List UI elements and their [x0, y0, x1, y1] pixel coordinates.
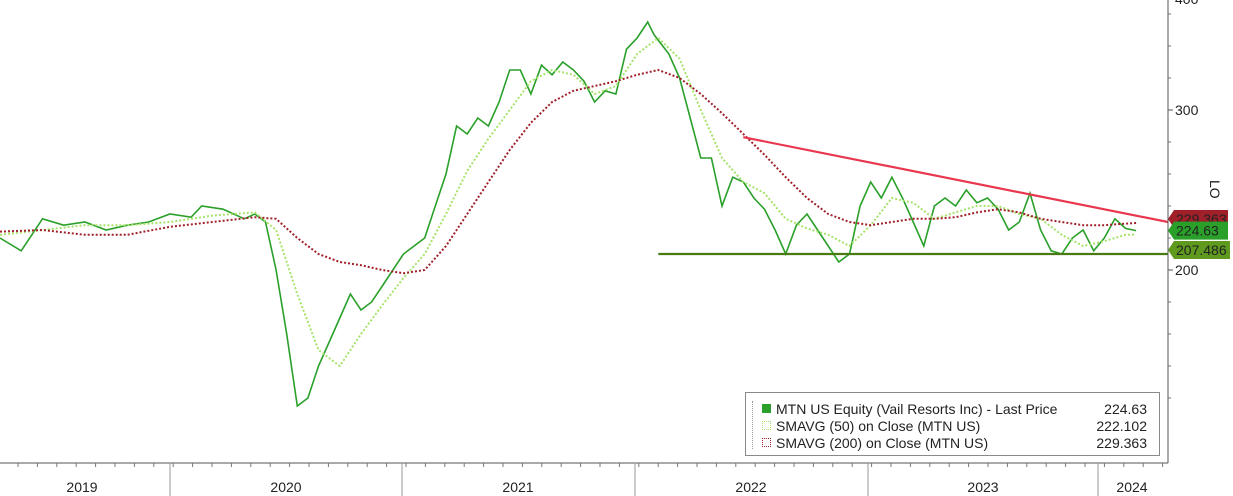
plot-area — [0, 20, 1169, 408]
series-last-price-line — [0, 20, 1137, 408]
support-price-tag: 207.486 — [1168, 241, 1230, 259]
price-tag: 224.63 — [1168, 221, 1228, 240]
legend-label-last-price: MTN US Equity (Vail Resorts Inc) - Last … — [776, 401, 1058, 417]
y-tick-label: 200 — [1175, 262, 1199, 278]
series-sma50-line — [0, 36, 1137, 368]
legend-swatch-sma50 — [762, 421, 771, 430]
svg-text:207.486: 207.486 — [1176, 242, 1227, 258]
legend-row-sma50: SMAVG (50) on Close (MTN US) 222.102 — [760, 418, 1155, 434]
x-tick-label: 2019 — [66, 479, 97, 495]
legend-swatch-sma200 — [762, 438, 771, 447]
x-tick-label: 2024 — [1116, 479, 1147, 495]
legend-value-last-price: 224.63 — [1104, 401, 1147, 417]
trendline-resistance — [743, 136, 1169, 224]
legend-swatch-last-price — [762, 404, 771, 413]
legend-value-sma200: 229.363 — [1096, 435, 1147, 451]
legend-tree-line — [752, 401, 759, 449]
legend-value-sma50: 222.102 — [1096, 418, 1147, 434]
x-tick-label: 2021 — [502, 479, 533, 495]
series-sma200-line — [0, 68, 1137, 275]
x-tick-label: 2023 — [967, 479, 998, 495]
x-tick-label: 2022 — [735, 479, 766, 495]
chart-legend: MTN US Equity (Vail Resorts Inc) - Last … — [745, 392, 1160, 456]
legend-label-sma50: SMAVG (50) on Close (MTN US) — [776, 418, 981, 434]
legend-row-sma200: SMAVG (200) on Close (MTN US) 229.363 — [760, 435, 1155, 451]
y-tick-label: 300 — [1175, 102, 1199, 118]
svg-text:224.63: 224.63 — [1176, 223, 1219, 239]
x-tick-label: 2020 — [270, 479, 301, 495]
legend-label-sma200: SMAVG (200) on Close (MTN US) — [776, 435, 989, 451]
y-tick-label-top: 400 — [1175, 0, 1199, 7]
legend-row-last-price: MTN US Equity (Vail Resorts Inc) - Last … — [760, 401, 1155, 417]
side-caption: LO — [1207, 180, 1223, 199]
